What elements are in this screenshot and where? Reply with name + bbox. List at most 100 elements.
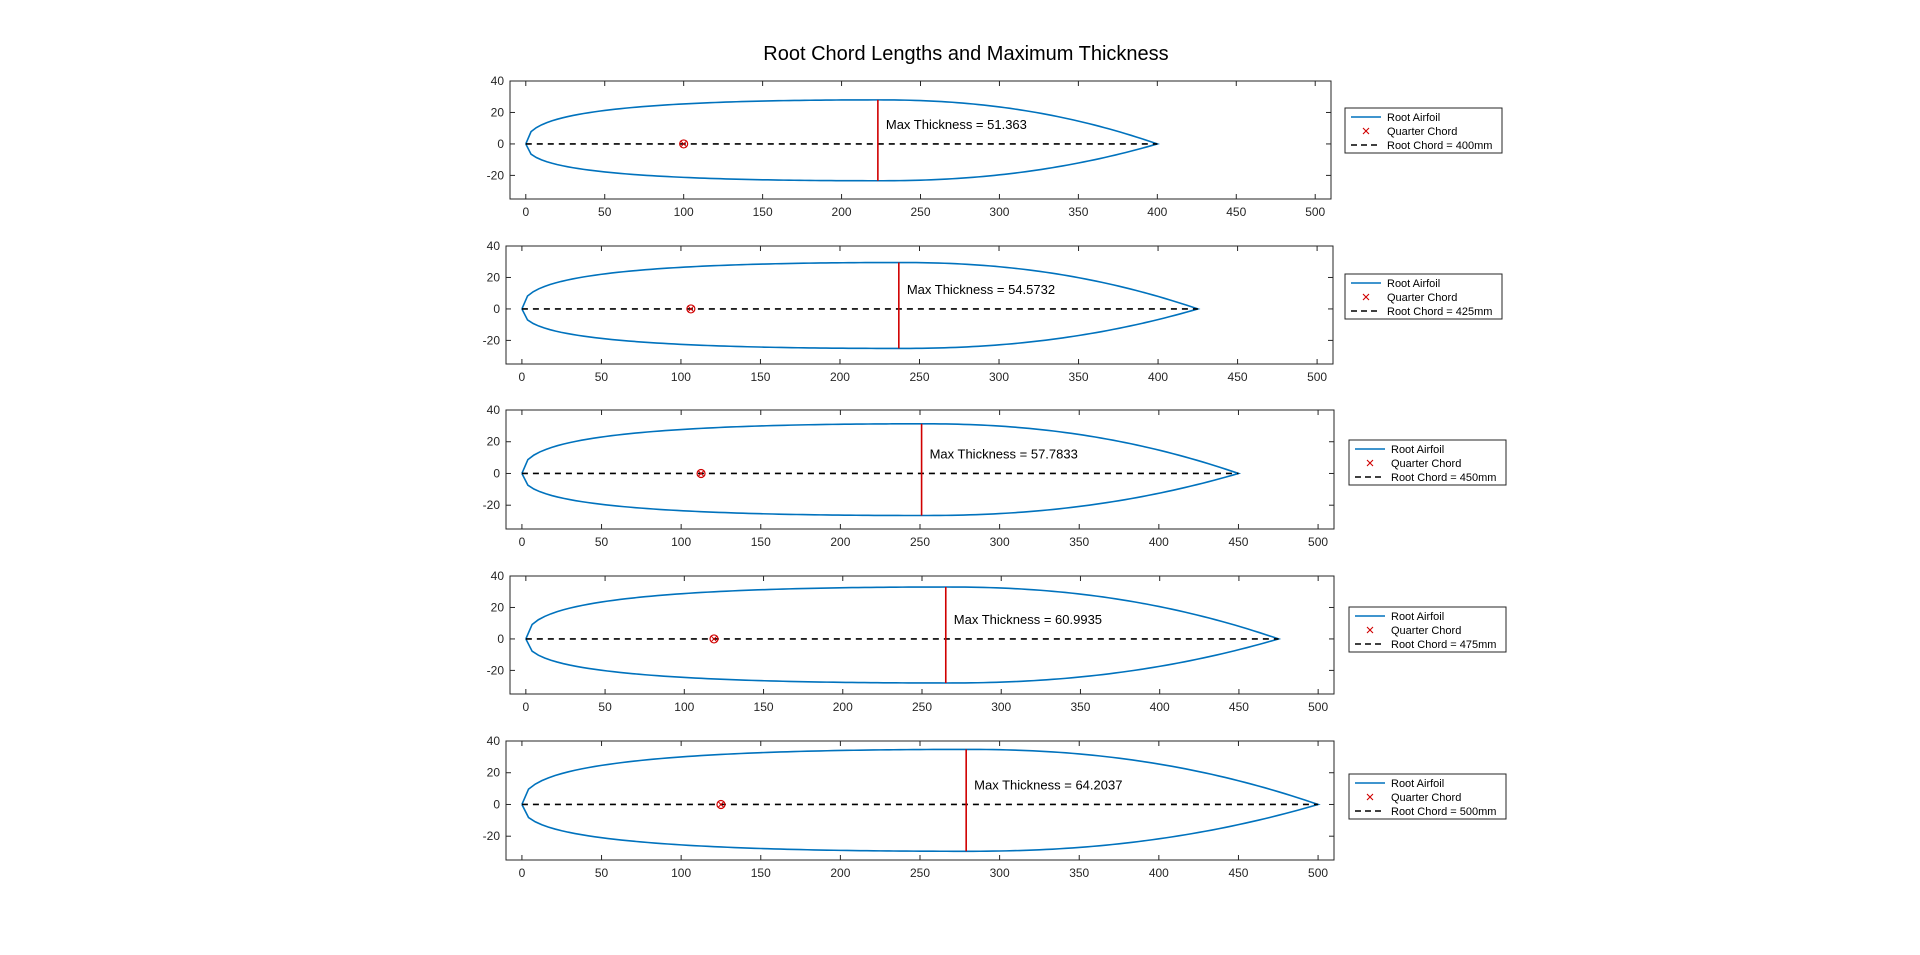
y-tick-label: 0 — [493, 797, 500, 811]
legend-label: Root Airfoil — [1387, 278, 1440, 290]
x-tick-label: 400 — [1150, 700, 1170, 714]
legend-box — [1348, 773, 1507, 820]
subplot-1: 0 50 100 150 200 250 300 350 400 450 50040200-20Ma… — [487, 74, 1503, 219]
quarter-chord-marker — [696, 468, 706, 479]
max-thickness-label: Max Thickness = 57.7833 — [930, 446, 1078, 461]
x-tick-label: 200 — [830, 370, 850, 384]
x-tick-label: 500 — [1308, 700, 1328, 714]
x-tick-label: 350 — [1069, 866, 1089, 880]
legend: Root Airfoil Quarter Chord Root Chord = 47… — [1348, 606, 1507, 653]
legend-swatch-quarter — [1366, 626, 1374, 634]
max-thickness-label: Max Thickness = 51.363 — [886, 117, 1027, 132]
x-tick-label: 450 — [1226, 205, 1246, 219]
x-tick-label: 0 — [519, 370, 526, 384]
quarter-chord-x-marker — [680, 140, 688, 148]
x-tick-label: 500 — [1308, 535, 1328, 549]
legend-label: Root Airfoil — [1391, 444, 1444, 456]
x-tick-label: 300 — [990, 866, 1010, 880]
x-tick-label: 150 — [751, 535, 771, 549]
x-tick-label: 50 — [595, 535, 609, 549]
legend: Root Airfoil Quarter Chord Root Chord = 50… — [1348, 773, 1507, 820]
y-tick-label: 40 — [491, 569, 505, 583]
plot-area — [509, 80, 1332, 200]
x-tick-label: 0 — [522, 205, 529, 219]
x-tick-label: 400 — [1149, 535, 1169, 549]
subplot-5: 0 50 100 150 200 250 300 350 400 450 50040200-20Ma… — [483, 734, 1507, 880]
y-tick-label: 0 — [493, 466, 500, 480]
legend-label: Quarter Chord — [1387, 292, 1457, 304]
legend: Root Airfoil Quarter Chord Root Chord = 40… — [1344, 107, 1503, 154]
legend: Root Airfoil Quarter Chord Root Chord = 42… — [1344, 273, 1503, 320]
x-tick-label: 500 — [1307, 370, 1327, 384]
subplot-4: 0 50 100 150 200 250 300 350 400 450 50040200-20Ma… — [487, 569, 1507, 714]
x-tick-label: 450 — [1229, 700, 1249, 714]
legend-label: Root Airfoil — [1391, 611, 1444, 623]
x-tick-label: 250 — [910, 535, 930, 549]
x-tick-label: 50 — [595, 370, 609, 384]
max-thickness-label: Max Thickness = 54.5732 — [907, 282, 1055, 297]
legend-label: Quarter Chord — [1391, 625, 1461, 637]
x-tick-label: 300 — [989, 205, 1009, 219]
quarter-chord-x-marker — [717, 801, 725, 808]
legend-swatch-quarter — [1362, 293, 1370, 301]
subplot-3: 0 50 100 150 200 250 300 350 400 450 50040200-20Ma… — [483, 403, 1507, 549]
x-tick-label: 50 — [595, 866, 609, 880]
legend: Root Airfoil Quarter Chord Root Chord = 45… — [1348, 439, 1507, 486]
x-tick-label: 400 — [1147, 205, 1167, 219]
x-tick-label: 100 — [671, 370, 691, 384]
y-tick-label: -20 — [483, 333, 501, 347]
x-tick-label: 0 — [523, 700, 530, 714]
quarter-chord-x-marker — [697, 470, 705, 477]
y-tick-label: 0 — [497, 137, 504, 151]
x-tick-label: 250 — [910, 205, 930, 219]
x-tick-label: 150 — [750, 370, 770, 384]
legend-swatch-quarter — [1366, 459, 1374, 467]
plot-area — [505, 245, 1334, 365]
x-tick-label: 200 — [832, 205, 852, 219]
max-thickness-label: Max Thickness = 64.2037 — [974, 777, 1122, 792]
x-tick-label: 250 — [909, 370, 929, 384]
plot-area — [505, 409, 1335, 530]
legend-swatch-quarter — [1366, 793, 1374, 801]
x-tick-label: 150 — [754, 700, 774, 714]
y-tick-label: 20 — [491, 600, 505, 614]
y-tick-label: 0 — [497, 632, 504, 646]
y-tick-label: -20 — [487, 663, 505, 677]
x-tick-label: 150 — [753, 205, 773, 219]
y-tick-label: 20 — [491, 105, 505, 119]
y-tick-label: 20 — [487, 766, 501, 780]
x-tick-label: 350 — [1070, 700, 1090, 714]
legend-label: Root Chord = 425mm — [1387, 306, 1492, 318]
x-tick-label: 200 — [830, 535, 850, 549]
y-tick-label: -20 — [483, 498, 501, 512]
x-tick-label: 400 — [1149, 866, 1169, 880]
legend-label: Quarter Chord — [1387, 126, 1457, 138]
quarter-chord-marker — [709, 634, 719, 644]
legend-label: Root Chord = 400mm — [1387, 140, 1492, 152]
y-tick-label: 20 — [487, 435, 501, 449]
legend-label: Root Airfoil — [1387, 112, 1440, 124]
legend-label: Quarter Chord — [1391, 792, 1461, 804]
quarter-chord-x-marker — [687, 305, 695, 313]
x-tick-label: 300 — [989, 370, 1009, 384]
x-tick-label: 100 — [671, 866, 691, 880]
x-tick-label: 500 — [1305, 205, 1325, 219]
y-tick-label: 40 — [487, 403, 501, 417]
legend-label: Root Chord = 450mm — [1391, 472, 1496, 484]
plot-area — [505, 740, 1335, 861]
x-tick-label: 200 — [830, 866, 850, 880]
y-tick-label: 40 — [491, 74, 505, 88]
x-tick-label: 450 — [1228, 370, 1248, 384]
x-tick-label: 150 — [751, 866, 771, 880]
x-tick-label: 100 — [671, 535, 691, 549]
subplot-2: 0 50 100 150 200 250 300 350 400 450 50040200-20Ma… — [483, 239, 1503, 384]
x-tick-label: 0 — [519, 535, 526, 549]
x-tick-label: 0 — [519, 866, 526, 880]
root-airfoil-line — [521, 261, 1201, 350]
x-tick-label: 350 — [1068, 205, 1088, 219]
x-tick-label: 500 — [1308, 866, 1328, 880]
x-tick-label: 400 — [1148, 370, 1168, 384]
legend-swatch-quarter — [1362, 127, 1370, 135]
legend-label: Root Chord = 500mm — [1391, 806, 1496, 818]
